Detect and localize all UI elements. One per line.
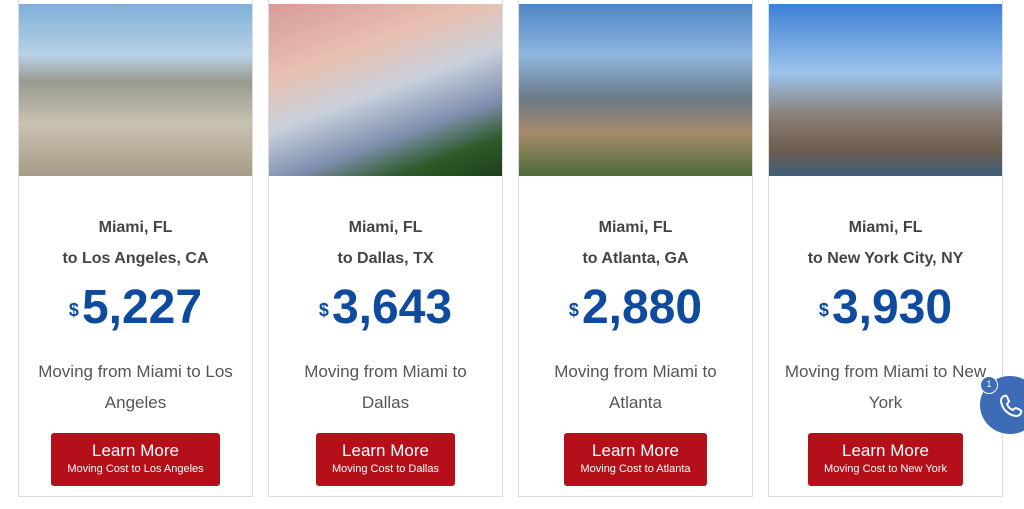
price: $2,880 xyxy=(568,281,703,334)
phone-icon xyxy=(999,394,1023,418)
route-origin: Miami, FL xyxy=(598,219,673,236)
route-description: Moving from Miami to Atlanta xyxy=(554,362,717,412)
route-origin: Miami, FL xyxy=(348,219,423,236)
route-card: Miami, FL to Dallas, TX $3,643 Moving fr… xyxy=(268,0,503,497)
learn-more-button[interactable]: Learn More Moving Cost to Los Angeles xyxy=(51,433,220,486)
route-description: Moving from Miami to Dallas xyxy=(304,362,467,412)
price: $5,227 xyxy=(68,281,203,334)
notification-badge: 1 xyxy=(980,376,998,394)
city-image xyxy=(19,4,252,176)
route-card: Miami, FL to New York City, NY $3,930 Mo… xyxy=(768,0,1003,497)
city-image xyxy=(769,4,1002,176)
city-image xyxy=(519,4,752,176)
city-image xyxy=(269,4,502,176)
route-destination: to Los Angeles, CA xyxy=(62,250,209,267)
route-destination: to Dallas, TX xyxy=(337,250,434,267)
learn-more-button[interactable]: Learn More Moving Cost to Dallas xyxy=(316,433,455,486)
learn-more-button[interactable]: Learn More Moving Cost to New York xyxy=(808,433,963,486)
route-description: Moving from Miami to Los Angeles xyxy=(38,362,233,412)
price: $3,643 xyxy=(318,281,453,334)
route-card: Miami, FL to Atlanta, GA $2,880 Moving f… xyxy=(518,0,753,497)
learn-more-button[interactable]: Learn More Moving Cost to Atlanta xyxy=(564,433,707,486)
route-destination: to Atlanta, GA xyxy=(582,250,689,267)
route-description: Moving from Miami to New York xyxy=(784,362,987,412)
route-card: Miami, FL to Los Angeles, CA $5,227 Movi… xyxy=(18,0,253,497)
price: $3,930 xyxy=(818,281,953,334)
route-destination: to New York City, NY xyxy=(807,250,964,267)
route-origin: Miami, FL xyxy=(848,219,923,236)
route-origin: Miami, FL xyxy=(98,219,173,236)
